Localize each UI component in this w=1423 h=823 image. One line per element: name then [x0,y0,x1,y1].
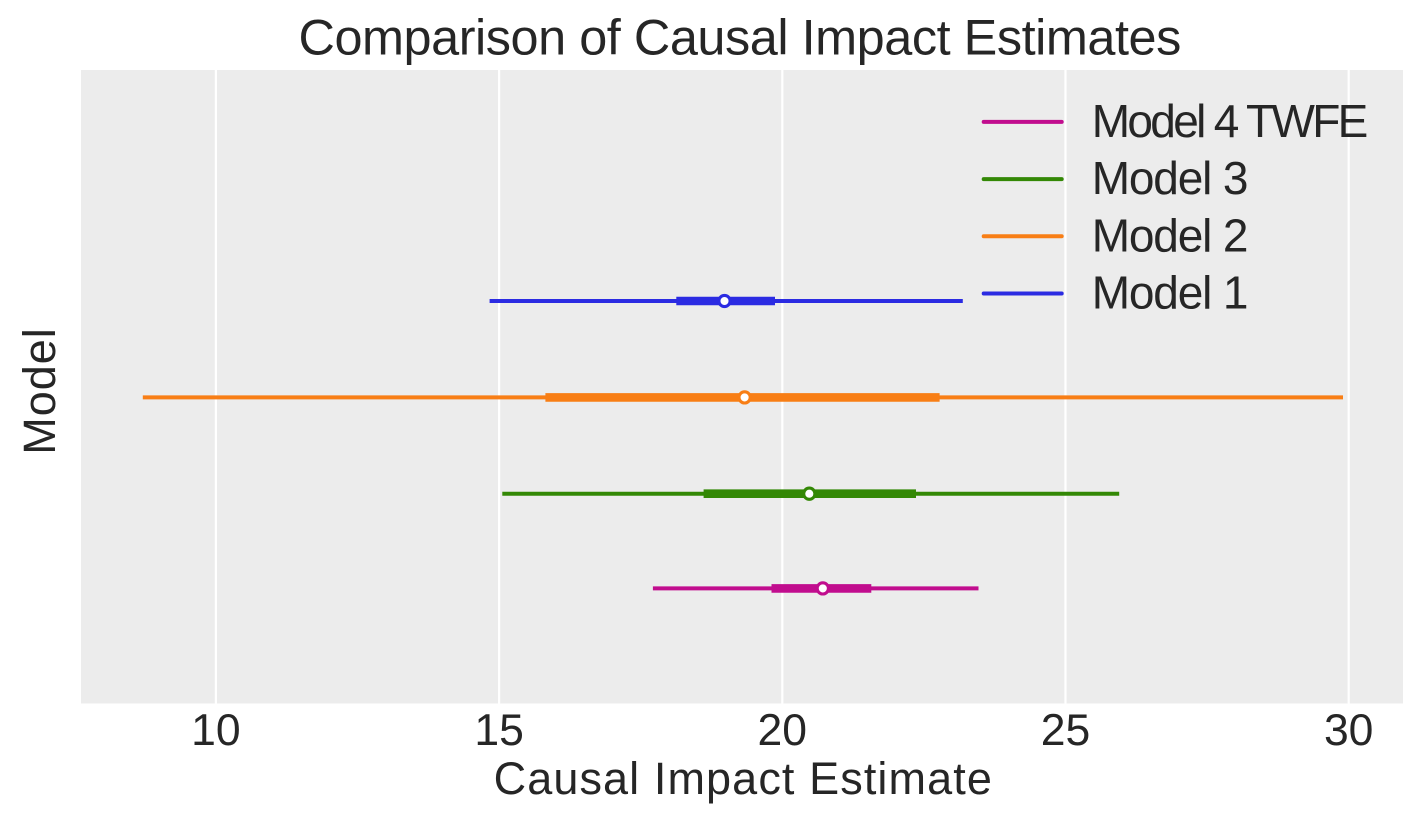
svg-text:Causal Impact Estimate: Causal Impact Estimate [494,753,993,804]
svg-text:10: 10 [191,706,241,755]
svg-text:20: 20 [758,706,808,755]
svg-text:Model 3: Model 3 [1092,152,1248,204]
svg-text:Model 1: Model 1 [1092,267,1248,319]
svg-text:Model 2: Model 2 [1092,209,1248,261]
svg-text:Model 4 TWFE: Model 4 TWFE [1092,95,1367,147]
svg-text:25: 25 [1041,706,1091,755]
svg-text:Model: Model [14,327,65,455]
svg-text:30: 30 [1324,706,1374,755]
svg-text:Comparison of Causal Impact Es: Comparison of Causal Impact Estimates [299,9,1181,66]
svg-text:15: 15 [474,706,524,755]
